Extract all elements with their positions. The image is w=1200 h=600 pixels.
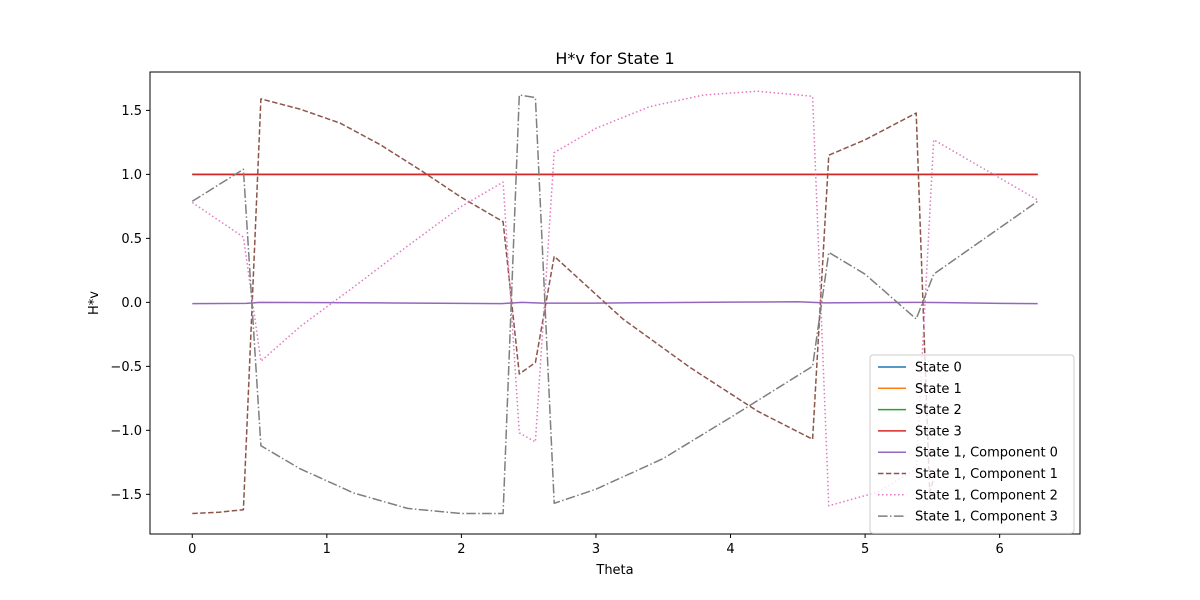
x-tick-label: 5 [861, 542, 869, 557]
x-tick-label: 6 [996, 542, 1004, 557]
y-tick-label: −1.5 [110, 488, 142, 503]
legend-label: State 0 [915, 361, 962, 376]
x-axis-label: Theta [595, 563, 633, 578]
series-layer [191, 90, 1039, 515]
legend-label: State 2 [915, 403, 962, 418]
y-tick-label: 1.0 [121, 168, 142, 183]
axes-frame [149, 71, 1081, 535]
chart-title: H*v for State 1 [555, 49, 674, 68]
legend-label: State 1, Component 3 [915, 510, 1058, 525]
x-tick-label: 1 [323, 542, 331, 557]
x-tick-label: 2 [457, 542, 465, 557]
y-tick-label: 0.0 [121, 296, 142, 311]
series-line-5 [192, 301, 1038, 305]
legend-label: State 1, Component 2 [915, 488, 1058, 503]
x-tick-label: 0 [188, 542, 196, 557]
series-line-7 [191, 90, 1039, 507]
series-line-6 [192, 98, 935, 515]
x-tick-label: 4 [726, 542, 734, 557]
legend-label: State 1, Component 1 [915, 467, 1058, 482]
y-tick-label: 0.5 [121, 232, 142, 247]
legend-box [869, 354, 1075, 534]
y-axis-ticks: −1.5 −1.0 −0.5 0.0 0.5 1.0 1.5 [110, 104, 150, 503]
x-axis-ticks: 0 1 2 3 4 5 6 [188, 534, 1004, 557]
legend-label: State 1 [915, 382, 962, 397]
y-tick-label: −1.0 [110, 424, 142, 439]
x-tick-label: 3 [592, 542, 600, 557]
y-axis-label: H*v [87, 291, 102, 315]
y-tick-label: −0.5 [110, 360, 142, 375]
legend: State 0 State 1 State 2 State 3 State 1, Com… [869, 354, 1075, 534]
y-tick-label: 1.5 [121, 104, 142, 119]
legend-label: State 3 [915, 424, 962, 439]
series-line-8 [191, 94, 1039, 515]
legend-label: State 1, Component 0 [915, 446, 1058, 461]
